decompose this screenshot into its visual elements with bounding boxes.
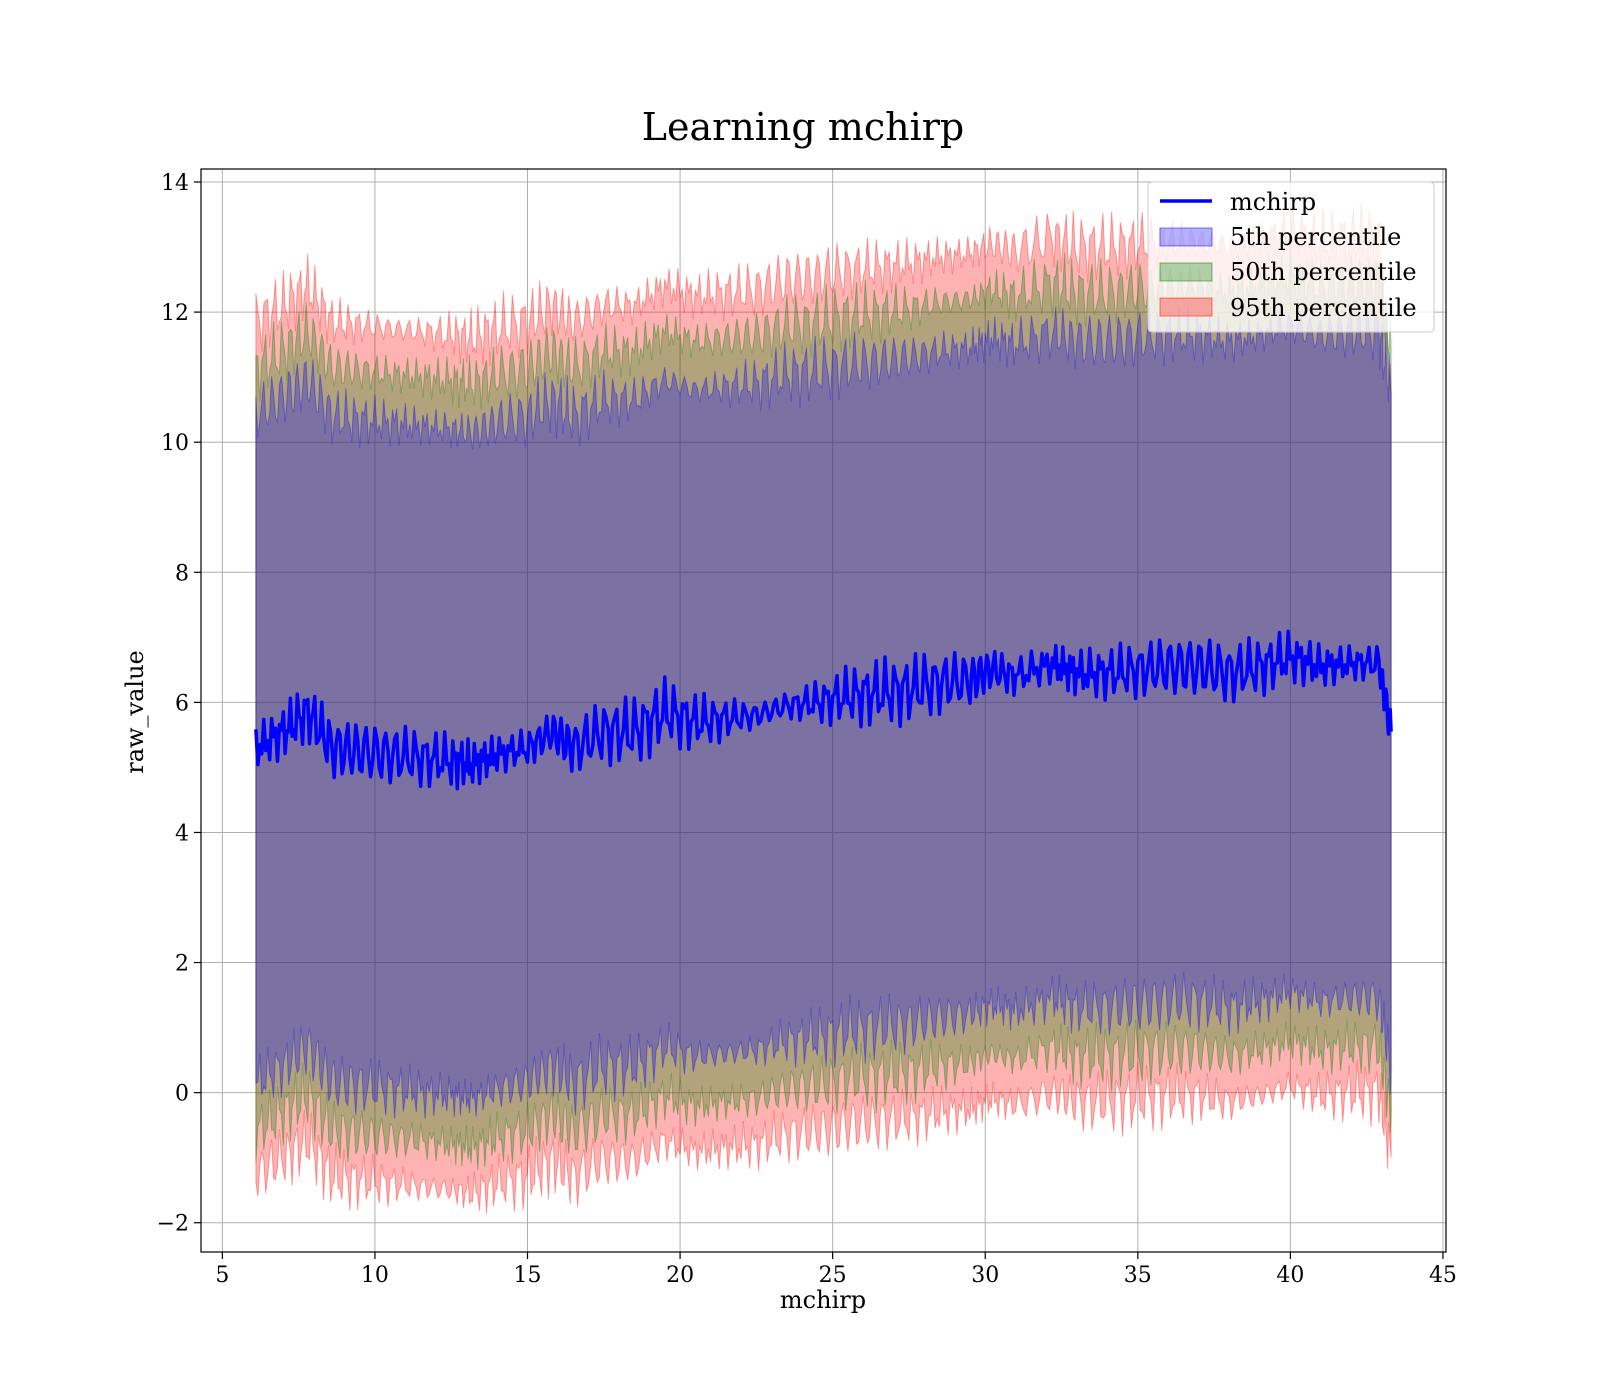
x-axis: 5 10 15 20 25 30 35 40 45 xyxy=(215,1252,1457,1288)
chart-title: Learning mchirp xyxy=(642,105,964,149)
y-tick-label: 0 xyxy=(175,1082,189,1107)
y-tick-label: 4 xyxy=(175,821,189,846)
legend-swatch-p95 xyxy=(1159,297,1213,317)
y-axis: −2 0 2 4 6 8 10 12 14 xyxy=(157,171,201,1237)
mchirp-series-line xyxy=(254,629,1393,791)
legend-label-p95: 95th percentile xyxy=(1230,294,1417,322)
legend-swatch-p50 xyxy=(1159,262,1213,282)
x-tick-label: 30 xyxy=(971,1263,999,1288)
x-tick-label: 5 xyxy=(215,1263,229,1288)
y-axis-label: raw_value xyxy=(121,650,149,774)
axes-frame xyxy=(200,168,1447,1253)
x-tick-label: 10 xyxy=(361,1263,389,1288)
y-tick-label: 12 xyxy=(161,301,189,326)
x-tick-label: 35 xyxy=(1124,1263,1152,1288)
legend-box xyxy=(1147,181,1435,333)
y-tick-label: 2 xyxy=(175,952,189,977)
legend: mchirp 5th percentile 50th percentile 95… xyxy=(1147,181,1435,333)
mchirp-line xyxy=(254,629,1393,791)
x-axis-label: mchirp xyxy=(780,1286,866,1314)
y-tick-label: 10 xyxy=(161,431,189,456)
x-tick-label: 40 xyxy=(1276,1263,1304,1288)
y-tick-label: −2 xyxy=(157,1212,189,1237)
y-tick-label: 6 xyxy=(175,691,189,716)
legend-swatch-p5 xyxy=(1159,227,1213,247)
y-tick-label: 14 xyxy=(161,171,189,196)
x-tick-label: 20 xyxy=(666,1263,694,1288)
x-tick-label: 45 xyxy=(1429,1263,1457,1288)
legend-label-mchirp: mchirp xyxy=(1230,188,1316,216)
legend-label-p50: 50th percentile xyxy=(1230,258,1417,286)
x-tick-label: 15 xyxy=(514,1263,542,1288)
y-tick-label: 8 xyxy=(175,561,189,586)
x-tick-label: 25 xyxy=(819,1263,847,1288)
legend-label-p5: 5th percentile xyxy=(1230,223,1401,251)
plot-area xyxy=(200,168,1447,1253)
